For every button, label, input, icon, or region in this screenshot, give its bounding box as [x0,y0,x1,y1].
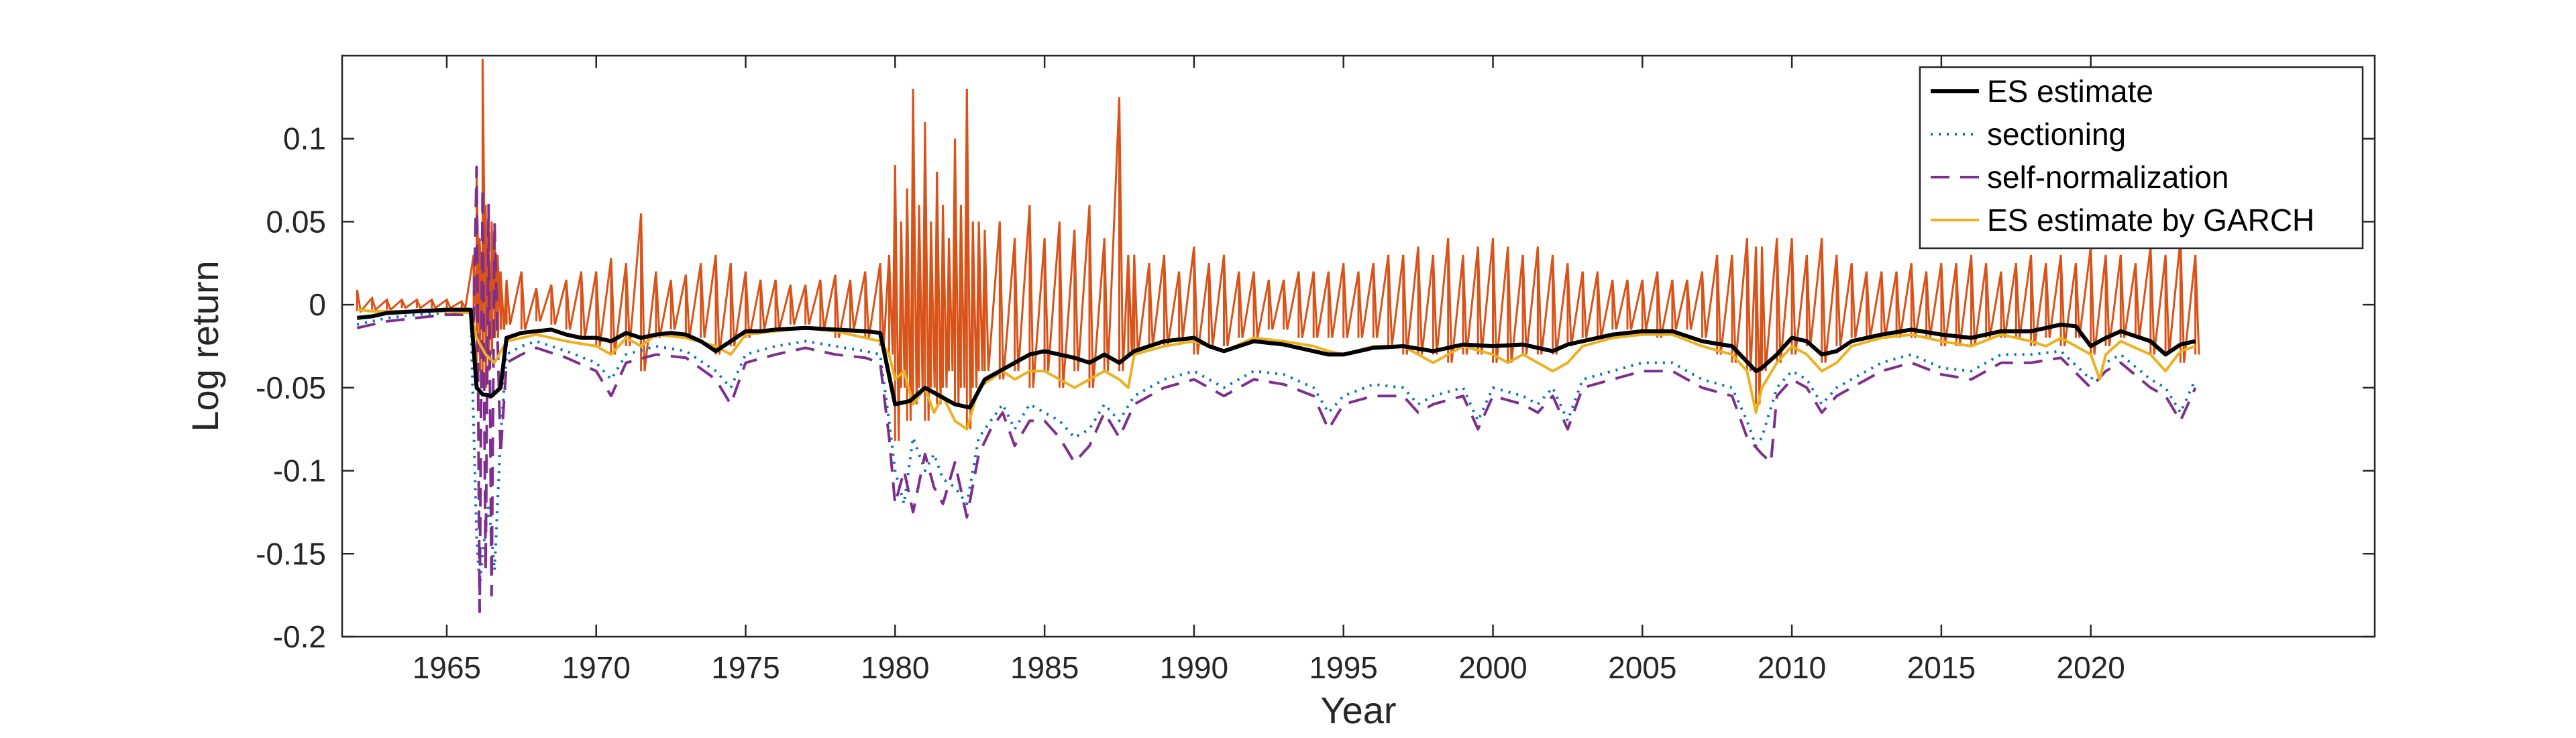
legend-label: self-normalization [1987,160,2229,195]
plot-area-frame [341,54,2376,638]
y-axis-label: Log return [184,260,226,431]
x-tick-label: 1975 [711,650,780,685]
x-tick-label: 1990 [1160,650,1228,685]
y-tick-label: -0.1 [273,454,326,488]
x-tick-label: 1970 [562,650,631,685]
y-tick-label: -0.2 [273,619,326,654]
legend: ES estimate sectioning self-normalization E… [1919,66,2364,250]
y-tick-label: -0.15 [256,536,326,571]
series-layer [356,165,2197,613]
series-line-sectioning [356,311,2197,588]
legend-label: ES estimate [1987,74,2153,109]
x-tick-label: 1965 [413,650,481,685]
y-tick-label: 0 [309,287,326,322]
x-axis: 1965 1970 1975 1980 1985 1990 1995 2000 2005 2010… [413,56,2125,685]
series-line-es-estimate-by-garch [357,308,2196,431]
y-tick-label: -0.05 [256,370,326,405]
series-line-es-estimate [356,307,2196,410]
y-axis: 0.1 0.05 0 -0.05 -0.1 -0.15 -0.2 [256,121,2375,654]
x-tick-label: 2015 [1907,650,1976,685]
y-tick-label: 0.1 [283,121,326,156]
legend-label: ES estimate by GARCH [1987,203,2314,238]
x-tick-label: 1995 [1309,650,1378,685]
x-tick-label: 1980 [861,650,929,685]
x-axis-label: Year [1320,689,1396,731]
y-tick-label: 0.05 [266,204,326,239]
returns-layer [356,58,2200,441]
legend-label: sectioning [1987,117,2126,152]
legend-box [1919,66,2364,250]
x-tick-label: 2020 [2057,650,2125,685]
x-tick-label: 1985 [1010,650,1079,685]
x-tick-label: 2005 [1608,650,1676,685]
x-tick-label: 2000 [1458,650,1527,685]
series-line-self-normalization [356,165,2197,613]
x-tick-label: 2010 [1758,650,1826,685]
series-line-log-return [356,58,2200,441]
